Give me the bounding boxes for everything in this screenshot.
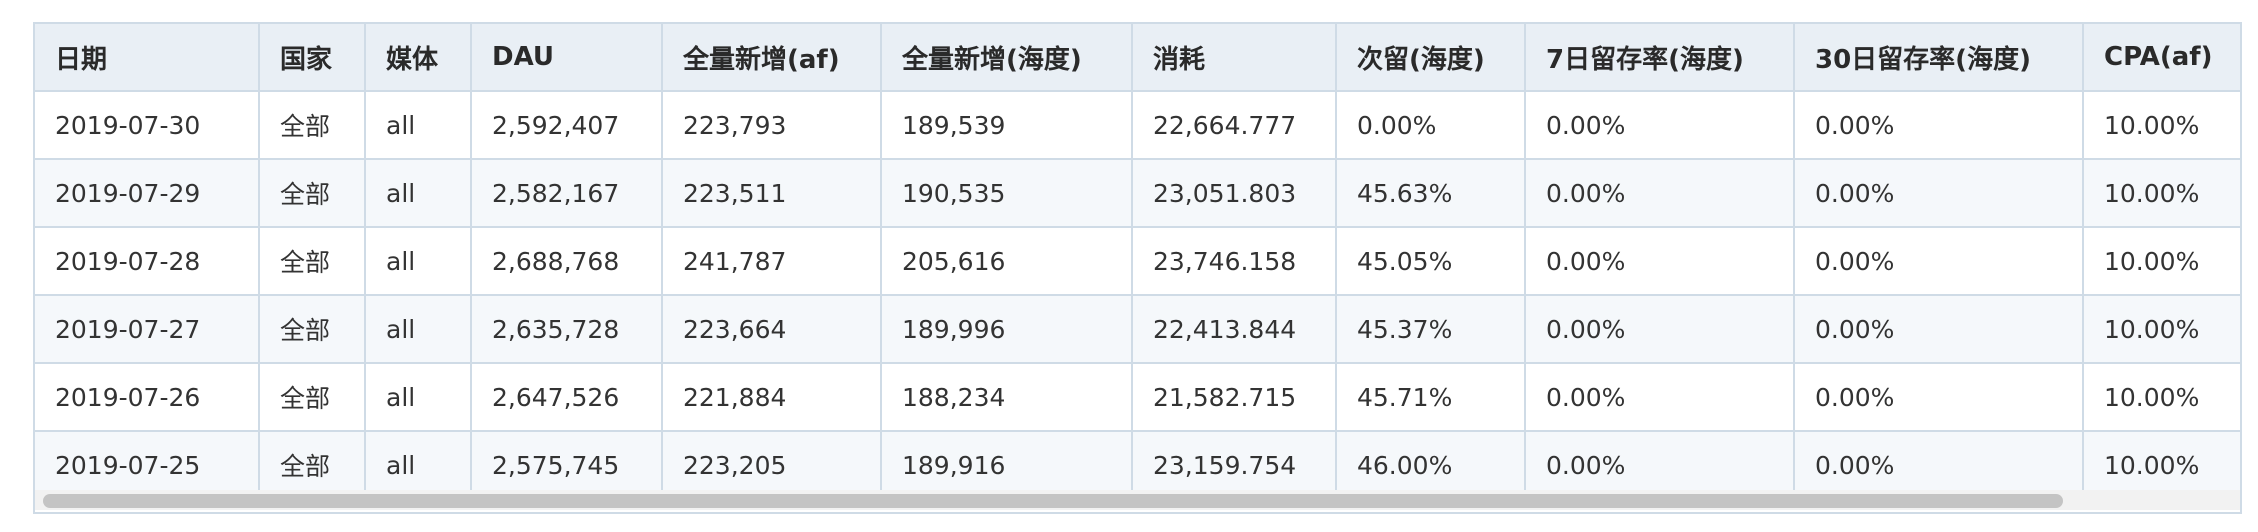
table-row[interactable]: 2019-07-27 全部 all 2,635,728 223,664 189,996 22… [35, 294, 2240, 364]
cell-30day-retention: 0.00% [1793, 158, 2084, 228]
column-header-30day-retention[interactable]: 30日留存率(海度) [1793, 24, 2084, 92]
cell-7day-retention: 0.00% [1524, 294, 1795, 364]
cell-cpa-af: 10.00% [2082, 90, 2240, 160]
cell-30day-retention: 0.00% [1793, 90, 2084, 160]
table-header-row: 日期 国家 媒体 DAU 全量新增(af) 全量新增(海度) 消耗 次留(海度)… [35, 24, 2240, 92]
cell-date: 2019-07-27 [35, 294, 260, 364]
cell-30day-retention: 0.00% [1793, 362, 2084, 432]
column-header-dau[interactable]: DAU [470, 24, 663, 92]
cell-new-af: 223,511 [661, 158, 882, 228]
cell-next-day-retention: 45.37% [1335, 294, 1526, 364]
column-header-country[interactable]: 国家 [258, 24, 366, 92]
column-header-new-af[interactable]: 全量新增(af) [661, 24, 882, 92]
cell-date: 2019-07-28 [35, 226, 260, 296]
cell-media: all [364, 90, 472, 160]
column-header-media[interactable]: 媒体 [364, 24, 472, 92]
data-table-container: 日期 国家 媒体 DAU 全量新增(af) 全量新增(海度) 消耗 次留(海度)… [33, 22, 2242, 514]
cell-cpa-af: 10.00% [2082, 294, 2240, 364]
cell-spend: 21,582.715 [1131, 362, 1337, 432]
cell-spend: 22,664.777 [1131, 90, 1337, 160]
cell-7day-retention: 0.00% [1524, 362, 1795, 432]
column-header-7day-retention[interactable]: 7日留存率(海度) [1524, 24, 1795, 92]
cell-dau: 2,575,745 [470, 430, 663, 500]
table-row[interactable]: 2019-07-26 全部 all 2,647,526 221,884 188,234 21… [35, 362, 2240, 432]
table-body: 2019-07-30 全部 all 2,592,407 223,793 189,539 22… [35, 90, 2240, 500]
cell-dau: 2,688,768 [470, 226, 663, 296]
column-header-date[interactable]: 日期 [35, 24, 260, 92]
cell-30day-retention: 0.00% [1793, 226, 2084, 296]
cell-country: 全部 [258, 158, 366, 228]
cell-date: 2019-07-26 [35, 362, 260, 432]
cell-spend: 23,746.158 [1131, 226, 1337, 296]
table-row[interactable]: 2019-07-25 全部 all 2,575,745 223,205 189,916 23… [35, 430, 2240, 500]
cell-date: 2019-07-30 [35, 90, 260, 160]
cell-new-haidu: 190,535 [880, 158, 1133, 228]
cell-next-day-retention: 0.00% [1335, 90, 1526, 160]
cell-next-day-retention: 45.05% [1335, 226, 1526, 296]
cell-dau: 2,647,526 [470, 362, 663, 432]
cell-new-haidu: 205,616 [880, 226, 1133, 296]
horizontal-scrollbar[interactable] [35, 490, 2240, 510]
table-row[interactable]: 2019-07-30 全部 all 2,592,407 223,793 189,539 22… [35, 90, 2240, 160]
cell-media: all [364, 158, 472, 228]
cell-7day-retention: 0.00% [1524, 430, 1795, 500]
table-row[interactable]: 2019-07-28 全部 all 2,688,768 241,787 205,616 23… [35, 226, 2240, 296]
column-header-cpa-af[interactable]: CPA(af) [2082, 24, 2240, 92]
cell-new-af: 223,664 [661, 294, 882, 364]
table-row[interactable]: 2019-07-29 全部 all 2,582,167 223,511 190,535 23… [35, 158, 2240, 228]
cell-spend: 22,413.844 [1131, 294, 1337, 364]
cell-dau: 2,635,728 [470, 294, 663, 364]
cell-cpa-af: 10.00% [2082, 362, 2240, 432]
cell-next-day-retention: 46.00% [1335, 430, 1526, 500]
cell-new-af: 223,205 [661, 430, 882, 500]
cell-country: 全部 [258, 90, 366, 160]
cell-7day-retention: 0.00% [1524, 158, 1795, 228]
scrollbar-thumb[interactable] [43, 494, 2063, 508]
data-table: 日期 国家 媒体 DAU 全量新增(af) 全量新增(海度) 消耗 次留(海度)… [35, 24, 2240, 500]
cell-media: all [364, 430, 472, 500]
cell-new-haidu: 189,916 [880, 430, 1133, 500]
cell-cpa-af: 10.00% [2082, 430, 2240, 500]
cell-country: 全部 [258, 362, 366, 432]
cell-dau: 2,582,167 [470, 158, 663, 228]
cell-date: 2019-07-29 [35, 158, 260, 228]
cell-30day-retention: 0.00% [1793, 294, 2084, 364]
cell-new-haidu: 189,539 [880, 90, 1133, 160]
cell-new-haidu: 188,234 [880, 362, 1133, 432]
cell-media: all [364, 294, 472, 364]
cell-spend: 23,159.754 [1131, 430, 1337, 500]
cell-new-af: 223,793 [661, 90, 882, 160]
cell-country: 全部 [258, 430, 366, 500]
cell-country: 全部 [258, 294, 366, 364]
cell-cpa-af: 10.00% [2082, 226, 2240, 296]
cell-spend: 23,051.803 [1131, 158, 1337, 228]
column-header-next-day-retention[interactable]: 次留(海度) [1335, 24, 1526, 92]
cell-new-af: 221,884 [661, 362, 882, 432]
cell-new-af: 241,787 [661, 226, 882, 296]
cell-date: 2019-07-25 [35, 430, 260, 500]
cell-dau: 2,592,407 [470, 90, 663, 160]
cell-country: 全部 [258, 226, 366, 296]
cell-media: all [364, 226, 472, 296]
cell-media: all [364, 362, 472, 432]
cell-7day-retention: 0.00% [1524, 90, 1795, 160]
column-header-new-haidu[interactable]: 全量新增(海度) [880, 24, 1133, 92]
cell-30day-retention: 0.00% [1793, 430, 2084, 500]
cell-next-day-retention: 45.63% [1335, 158, 1526, 228]
cell-next-day-retention: 45.71% [1335, 362, 1526, 432]
column-header-spend[interactable]: 消耗 [1131, 24, 1337, 92]
cell-new-haidu: 189,996 [880, 294, 1133, 364]
cell-cpa-af: 10.00% [2082, 158, 2240, 228]
cell-7day-retention: 0.00% [1524, 226, 1795, 296]
